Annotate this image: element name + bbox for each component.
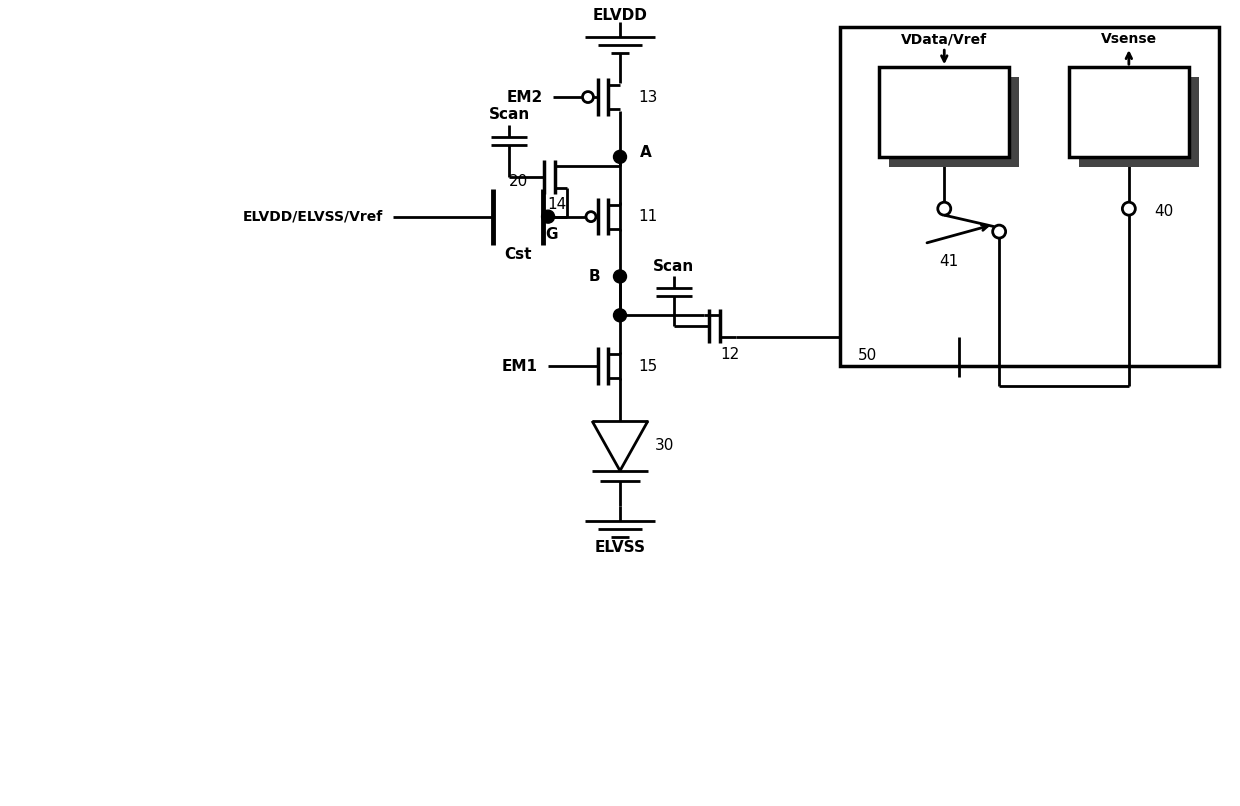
Text: 30: 30 [655, 438, 675, 453]
Circle shape [1122, 202, 1136, 215]
Text: ELVDD/ELVSS/Vref: ELVDD/ELVSS/Vref [243, 210, 383, 223]
Circle shape [937, 202, 951, 215]
Text: 42: 42 [931, 103, 957, 121]
Text: ELVSS: ELVSS [594, 540, 646, 555]
Text: Vsense: Vsense [1101, 32, 1157, 46]
Text: EM1: EM1 [502, 359, 538, 374]
Bar [1069, 67, 1189, 157]
Bar [879, 67, 1009, 157]
Text: 40: 40 [1153, 204, 1173, 219]
Circle shape [614, 309, 626, 322]
Bar [889, 77, 1019, 167]
Text: 41: 41 [940, 254, 959, 269]
Text: 11: 11 [637, 209, 657, 224]
Circle shape [542, 210, 554, 223]
Bar [1079, 77, 1199, 167]
Text: B: B [589, 269, 600, 284]
Text: A: A [640, 145, 652, 160]
Text: 14: 14 [548, 197, 567, 212]
Text: G: G [544, 227, 557, 242]
Bar [839, 27, 1219, 366]
Circle shape [583, 92, 594, 102]
Text: 43: 43 [1116, 103, 1141, 121]
Text: 13: 13 [637, 89, 657, 105]
Text: Cst: Cst [505, 247, 532, 262]
Circle shape [614, 151, 626, 164]
Text: 20: 20 [508, 174, 528, 189]
Text: 12: 12 [720, 347, 739, 362]
Text: 50: 50 [858, 347, 877, 363]
Text: Scan: Scan [489, 107, 529, 123]
Text: VData/Vref: VData/Vref [901, 32, 987, 46]
Text: Scan: Scan [653, 259, 694, 274]
Circle shape [587, 212, 596, 222]
Text: 15: 15 [637, 359, 657, 374]
Circle shape [614, 270, 626, 283]
Text: ELVDD: ELVDD [593, 8, 647, 23]
Circle shape [993, 225, 1006, 238]
Text: EM2: EM2 [507, 89, 543, 105]
